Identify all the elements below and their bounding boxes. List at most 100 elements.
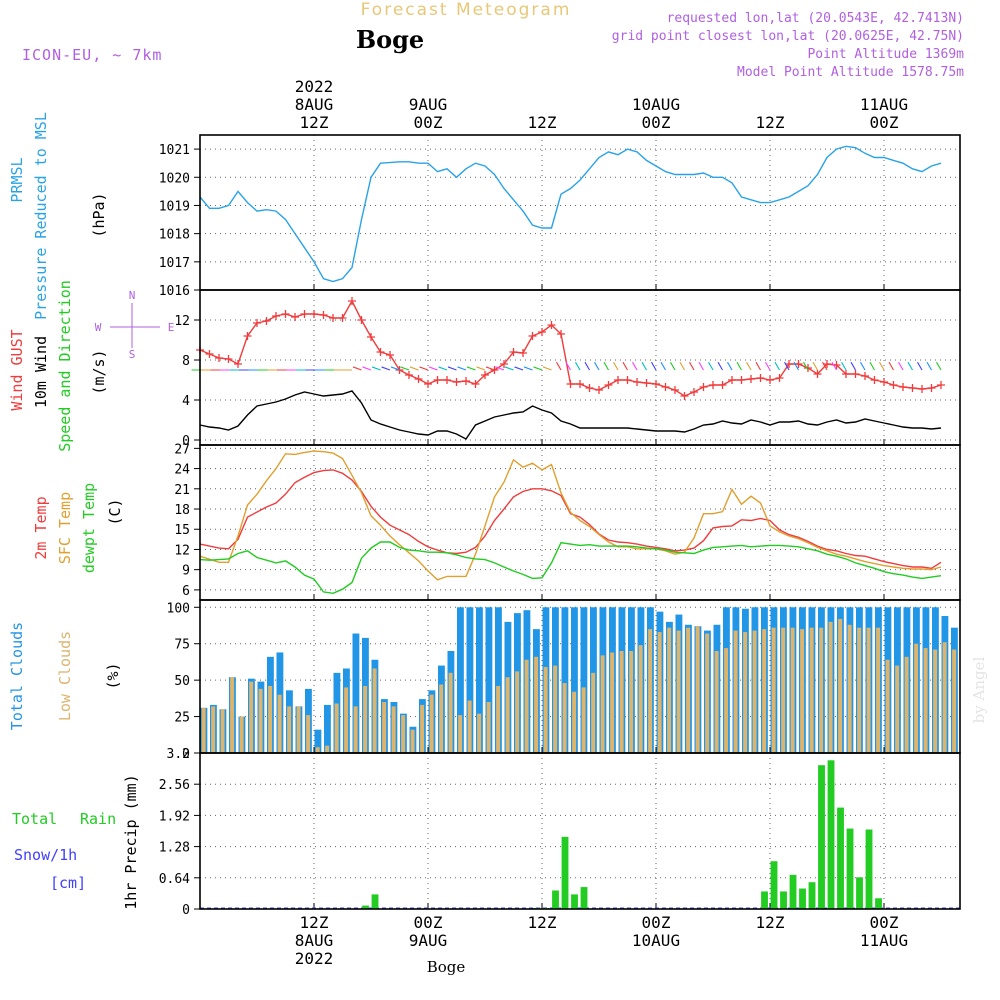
low-cloud-bar	[781, 627, 786, 753]
wind-direction-arrow	[784, 361, 790, 371]
gust-marker	[462, 377, 470, 385]
total-cloud-bar	[466, 607, 474, 753]
wind-direction-arrow	[689, 361, 695, 371]
temp-label-dewpt: dewpt Temp	[80, 483, 98, 573]
wind-label-direction: Speed and Direction	[56, 280, 74, 452]
gust-marker	[310, 310, 318, 318]
low-cloud-bar	[876, 627, 881, 753]
gust-marker	[918, 385, 926, 393]
wind-direction-arrow	[362, 366, 372, 371]
wind-direction-arrow	[822, 361, 828, 371]
low-cloud-bar	[334, 703, 339, 753]
wind-direction-arrow	[542, 366, 552, 371]
rain-bar	[799, 888, 806, 909]
gust-marker	[823, 360, 831, 368]
gust-marker	[889, 381, 898, 389]
gust-marker	[775, 374, 784, 382]
low-cloud-bar	[220, 709, 225, 753]
temperature-axis-labels: 2m Temp SFC Temp dewpt Temp (C)	[32, 483, 124, 573]
low-cloud-bar	[496, 685, 501, 753]
gust-marker	[481, 371, 489, 379]
wind-direction-arrow	[936, 361, 942, 371]
pressure-label-msl: Pressure Reduced to MSL	[32, 112, 50, 320]
prmsl-line	[199, 145, 942, 283]
location-title: Boge	[356, 25, 424, 54]
low-cloud-bar	[429, 694, 434, 753]
wind-direction-arrow	[888, 361, 894, 371]
wind-direction-arrow	[736, 361, 742, 371]
time-label: 00Z	[642, 913, 671, 932]
cloud-label-unit: (%)	[104, 662, 122, 689]
wind-direction-arrow	[476, 366, 486, 371]
wind-direction-arrow	[622, 361, 628, 371]
low-cloud-bar	[382, 702, 387, 753]
wind-direction-arrow	[409, 366, 419, 371]
pressure-y-tick-label: 1016	[159, 284, 190, 299]
low-cloud-bar	[467, 700, 472, 753]
wind-direction-arrow	[584, 361, 590, 371]
rain-bar	[362, 905, 369, 909]
low-cloud-bar	[657, 632, 662, 753]
gust-marker	[338, 314, 347, 322]
gust-marker	[908, 384, 917, 392]
pressure-label-prmsl: PRMSL	[8, 157, 26, 202]
gust-marker	[747, 375, 755, 383]
low-cloud-bar	[572, 691, 577, 753]
low-cloud-bar	[952, 649, 957, 753]
gust-marker	[281, 310, 290, 318]
compass-north: N	[129, 289, 136, 302]
gust-marker	[566, 380, 575, 388]
wind-direction-arrow	[717, 361, 723, 371]
time-label: 8AUG	[295, 931, 334, 950]
gust-marker	[661, 383, 670, 391]
low-cloud-bar	[477, 713, 482, 753]
wind-direction-arrow	[708, 361, 714, 371]
low-cloud-bar	[838, 618, 843, 753]
pressure-frame	[199, 134, 961, 291]
low-cloud-bar	[686, 627, 691, 753]
rain-bar	[827, 760, 835, 909]
wind-direction-arrow	[755, 361, 761, 371]
top-time-label: 10AUG	[632, 95, 680, 114]
low-cloud-bar	[828, 621, 833, 753]
low-cloud-bar	[809, 627, 814, 753]
top-time-label: 12Z	[756, 113, 785, 132]
wind-direction-arrow	[670, 361, 676, 371]
wind-y-tick-label: 8	[182, 354, 190, 369]
low-cloud-bar	[648, 629, 653, 753]
temperature-y-tick-label: 21	[174, 483, 190, 498]
temperature-y-tick-label: 15	[174, 523, 190, 538]
gust-marker	[224, 355, 233, 363]
low-cloud-bar	[771, 627, 776, 753]
low-cloud-bar	[230, 677, 235, 753]
gust-marker	[576, 380, 584, 388]
wind-direction-arrow	[438, 366, 448, 371]
wind-direction-arrow	[603, 361, 609, 371]
low-cloud-bar	[553, 665, 558, 753]
low-cloud-bar	[581, 687, 586, 753]
wind-direction-arrow	[556, 361, 562, 371]
low-cloud-bar	[923, 648, 928, 753]
temp-label-2m: 2m Temp	[32, 496, 50, 559]
gust-marker	[937, 381, 945, 389]
gust-marker	[813, 370, 822, 378]
time-label: 00Z	[414, 913, 443, 932]
cloud-axis-labels: Total Clouds Low Clouds (%)	[8, 622, 122, 730]
wind-direction-arrow	[793, 361, 799, 371]
gust-marker	[851, 370, 860, 378]
time-label: 12Z	[300, 913, 329, 932]
pressure-label-unit: (hPa)	[90, 192, 108, 237]
pressure-y-tick-label: 1021	[159, 143, 190, 158]
low-cloud-bar	[268, 685, 273, 753]
wind-direction-arrow	[879, 361, 885, 371]
watermark: by Angel	[970, 656, 988, 723]
low-cloud-bar	[391, 706, 396, 753]
gust-marker	[794, 360, 803, 368]
wind-axis-labels: Wind GUST 10m Wind Speed and Direction (…	[8, 280, 174, 452]
precip-label-unit: 1hr Precip (mm)	[122, 774, 140, 909]
wind-direction-arrow	[457, 366, 467, 371]
clouds-y-tick-label: 50	[174, 674, 190, 689]
low-cloud-bar	[515, 671, 520, 753]
